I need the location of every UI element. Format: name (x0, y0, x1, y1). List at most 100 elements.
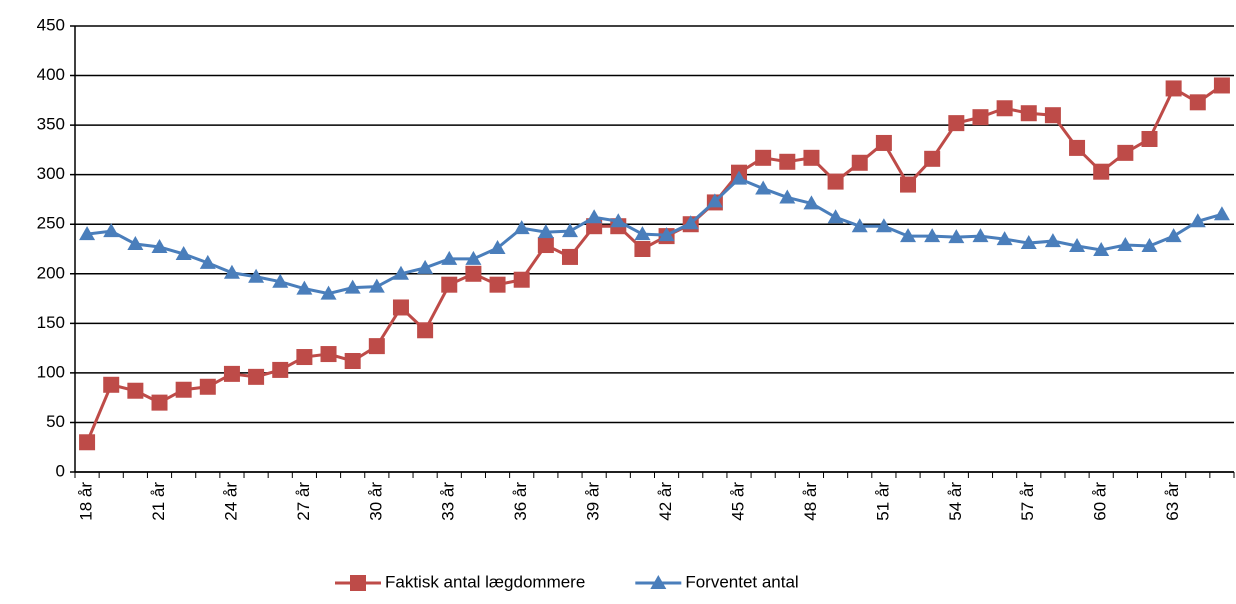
point (441, 276, 458, 293)
point (320, 285, 337, 300)
point (1020, 105, 1037, 122)
point (368, 338, 385, 355)
point (489, 240, 506, 255)
point (223, 264, 240, 279)
point (561, 223, 578, 238)
point (320, 346, 337, 363)
x-tick-label: 51 år (873, 482, 892, 521)
point (634, 226, 651, 241)
point (779, 153, 796, 170)
y-tick-label: 200 (37, 263, 65, 282)
point (682, 215, 699, 230)
point (392, 265, 409, 280)
x-tick-label: 36 år (511, 482, 530, 521)
point (924, 150, 941, 167)
point (1117, 237, 1134, 252)
y-tick-label: 400 (37, 65, 65, 84)
legend-label: Forventet antal (685, 572, 798, 591)
point (344, 352, 361, 369)
point (1141, 238, 1158, 253)
point (650, 575, 667, 589)
point (441, 250, 458, 265)
point (634, 241, 651, 257)
point (875, 134, 892, 151)
x-tick-label: 27 år (294, 482, 313, 521)
point (706, 193, 723, 208)
point (1020, 235, 1037, 250)
point (900, 228, 917, 243)
y-tick-label: 100 (37, 362, 65, 381)
x-tick-label: 33 år (439, 482, 458, 521)
point (175, 245, 192, 260)
point (392, 299, 409, 316)
point (223, 365, 240, 382)
point (513, 271, 530, 288)
point (489, 276, 506, 293)
point (350, 575, 366, 591)
point (1044, 107, 1061, 124)
point (199, 254, 216, 269)
x-tick-label: 63 år (1163, 482, 1182, 521)
point (1213, 77, 1230, 94)
point (851, 154, 868, 171)
point (199, 378, 216, 395)
point (755, 180, 772, 195)
x-tick-label: 57 år (1018, 482, 1037, 521)
point (417, 322, 434, 339)
x-tick-label: 18 år (77, 482, 96, 521)
point (248, 268, 265, 283)
point (996, 231, 1013, 246)
y-tick-label: 150 (37, 313, 65, 332)
x-tick-label: 24 år (221, 482, 240, 521)
point (513, 220, 530, 235)
point (537, 224, 554, 239)
point (972, 228, 989, 243)
point (1044, 233, 1061, 248)
point (827, 173, 844, 190)
x-tick-label: 48 år (801, 482, 820, 521)
y-tick-label: 300 (37, 164, 65, 183)
point (1069, 139, 1086, 156)
point (465, 250, 482, 265)
point (875, 218, 892, 233)
x-tick-label: 30 år (366, 482, 385, 521)
y-tick-label: 50 (46, 412, 65, 431)
point (827, 209, 844, 224)
legend-label: Faktisk antal lægdommere (385, 572, 585, 591)
point (272, 361, 289, 378)
point (465, 265, 482, 282)
point (1189, 94, 1206, 111)
point (1189, 213, 1206, 228)
point (79, 226, 96, 241)
x-tick-label: 39 år (584, 482, 603, 521)
x-tick-label: 42 år (656, 482, 675, 521)
point (272, 273, 289, 288)
point (103, 376, 120, 393)
point (1093, 163, 1110, 180)
point (972, 109, 989, 126)
point (151, 239, 168, 254)
x-tick-label: 21 år (149, 482, 168, 521)
point (996, 100, 1013, 117)
point (755, 149, 772, 166)
point (296, 349, 313, 366)
point (103, 223, 120, 238)
y-tick-label: 0 (56, 461, 65, 480)
y-tick-label: 350 (37, 115, 65, 134)
y-tick-label: 450 (37, 15, 65, 34)
point (924, 228, 941, 243)
point (1117, 144, 1134, 161)
point (731, 170, 748, 185)
point (1213, 206, 1230, 221)
point (175, 381, 192, 398)
point (1165, 228, 1182, 243)
x-tick-label: 54 år (946, 482, 965, 521)
point (127, 382, 144, 399)
point (948, 229, 965, 244)
point (368, 278, 385, 293)
point (248, 368, 265, 385)
x-tick-label: 60 år (1091, 482, 1110, 521)
y-tick-label: 250 (37, 214, 65, 233)
point (586, 209, 603, 224)
